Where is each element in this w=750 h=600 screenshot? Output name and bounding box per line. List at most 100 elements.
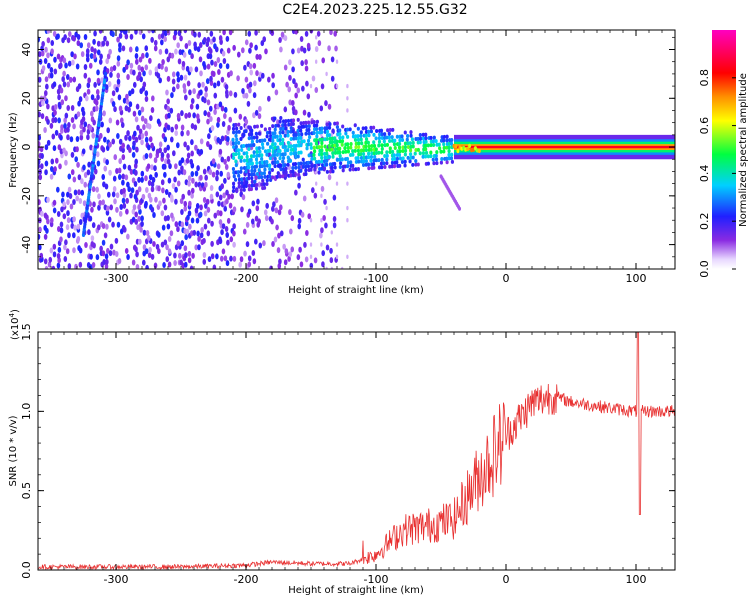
heatmap-cell: [234, 130, 239, 135]
heatmap-cell: [98, 200, 102, 207]
heatmap-cell: [323, 144, 327, 149]
heatmap-cell: [129, 62, 134, 69]
heatmap-cell: [118, 158, 123, 165]
heatmap-cell: [283, 35, 288, 42]
heatmap-cell: [283, 163, 287, 168]
heatmap-cell: [320, 159, 324, 164]
heatmap-cell: [372, 158, 376, 163]
heatmap-cell: [354, 145, 358, 150]
heatmap-cell: [319, 105, 324, 112]
heatmap-cell: [307, 153, 311, 158]
heatmap-cell: [140, 170, 145, 177]
heatmap-cell: [362, 159, 366, 164]
heatmap-cell: [250, 176, 254, 181]
heatmap-cell: [401, 156, 405, 161]
heatmap-cell: [291, 118, 296, 123]
heatmap-cell: [115, 206, 119, 213]
heatmap-cell: [113, 106, 117, 113]
heatmap-cell: [431, 139, 435, 144]
heatmap-cell: [373, 154, 377, 159]
heatmap-cell: [325, 169, 329, 174]
heatmap-cell: [41, 65, 46, 72]
heatmap-cell: [101, 250, 106, 257]
heatmap-cell: [392, 153, 396, 158]
heatmap-cell: [148, 57, 152, 64]
heatmap-cell: [97, 193, 101, 200]
heatmap-cell: [208, 48, 213, 55]
heatmap-cell: [398, 156, 403, 161]
heatmap-cell: [109, 243, 114, 250]
heatmap-cell: [445, 160, 449, 165]
heatmap-cell: [387, 131, 391, 136]
heatmap-cell: [273, 127, 277, 132]
heatmap-cell: [254, 157, 259, 162]
heatmap-cell: [62, 57, 67, 64]
heatmap-cell: [278, 156, 282, 161]
heatmap-cell: [250, 218, 255, 225]
heatmap-cell: [218, 35, 223, 42]
heatmap-cell: [52, 251, 57, 258]
heatmap-cell: [281, 141, 285, 146]
heatmap-cell: [150, 186, 155, 193]
heatmap-cell: [208, 53, 213, 60]
heatmap-cell: [67, 232, 71, 239]
heatmap-cell: [161, 187, 165, 194]
heatmap-cell: [129, 168, 134, 175]
heatmap-cell: [174, 163, 178, 170]
heatmap-cell: [111, 191, 116, 198]
heatmap-cell: [135, 251, 139, 258]
colorbar-tick-label: 0.2: [698, 212, 711, 230]
heatmap-cell: [241, 194, 246, 201]
heatmap-cell: [73, 224, 77, 231]
heatmap-cell: [98, 30, 103, 34]
heatmap-cell: [291, 165, 295, 170]
heatmap-cell: [234, 122, 238, 127]
heatmap-cell: [225, 35, 230, 42]
heatmap-cell: [79, 134, 84, 141]
heatmap-cell: [385, 153, 389, 158]
heatmap-cell: [250, 168, 254, 173]
heatmap-cell: [136, 124, 140, 131]
heatmap-cell: [252, 153, 256, 158]
x-tick-label: -200: [234, 573, 259, 586]
heatmap-cell: [215, 175, 219, 182]
heatmap-cell: [296, 128, 300, 133]
heatmap-cell: [220, 229, 224, 236]
heatmap-cell: [289, 125, 293, 130]
heatmap-cell: [294, 165, 298, 170]
heatmap-cell: [304, 30, 309, 37]
heatmap-cell: [228, 90, 233, 97]
heatmap-cell: [257, 181, 262, 188]
heatmap-cell: [39, 252, 44, 259]
heatmap-cell: [61, 76, 65, 83]
heatmap-cell: [196, 230, 200, 237]
heatmap-cell: [234, 159, 238, 164]
heatmap-cell: [283, 106, 288, 113]
heatmap-cell: [377, 150, 381, 155]
heatmap-cell: [84, 242, 88, 249]
heatmap-cell: [315, 123, 319, 128]
heatmap-cell: [406, 141, 410, 146]
heatmap-cell: [142, 229, 147, 236]
heatmap-cell: [268, 145, 273, 150]
heatmap-cell: [344, 149, 348, 154]
heatmap-cell: [50, 48, 54, 55]
heatmap-cell: [247, 261, 252, 268]
heatmap-cell: [121, 224, 126, 231]
heatmap-cell: [148, 69, 153, 76]
heatmap-cell: [163, 204, 168, 211]
heatmap-cell: [62, 201, 66, 208]
heatmap-cell: [117, 167, 122, 174]
heatmap-cell: [351, 152, 355, 157]
heatmap-cell: [429, 150, 433, 155]
heatmap-cell: [255, 205, 260, 212]
heatmap-cell: [328, 162, 333, 167]
heatmap-cell: [312, 130, 316, 135]
heatmap-cell: [304, 59, 308, 66]
heatmap-cell: [73, 53, 77, 60]
heatmap-cell: [169, 107, 174, 114]
heatmap-cell: [309, 145, 313, 150]
heatmap-cell: [134, 52, 139, 59]
heatmap-cell: [261, 145, 265, 150]
heatmap-cell: [170, 212, 174, 219]
